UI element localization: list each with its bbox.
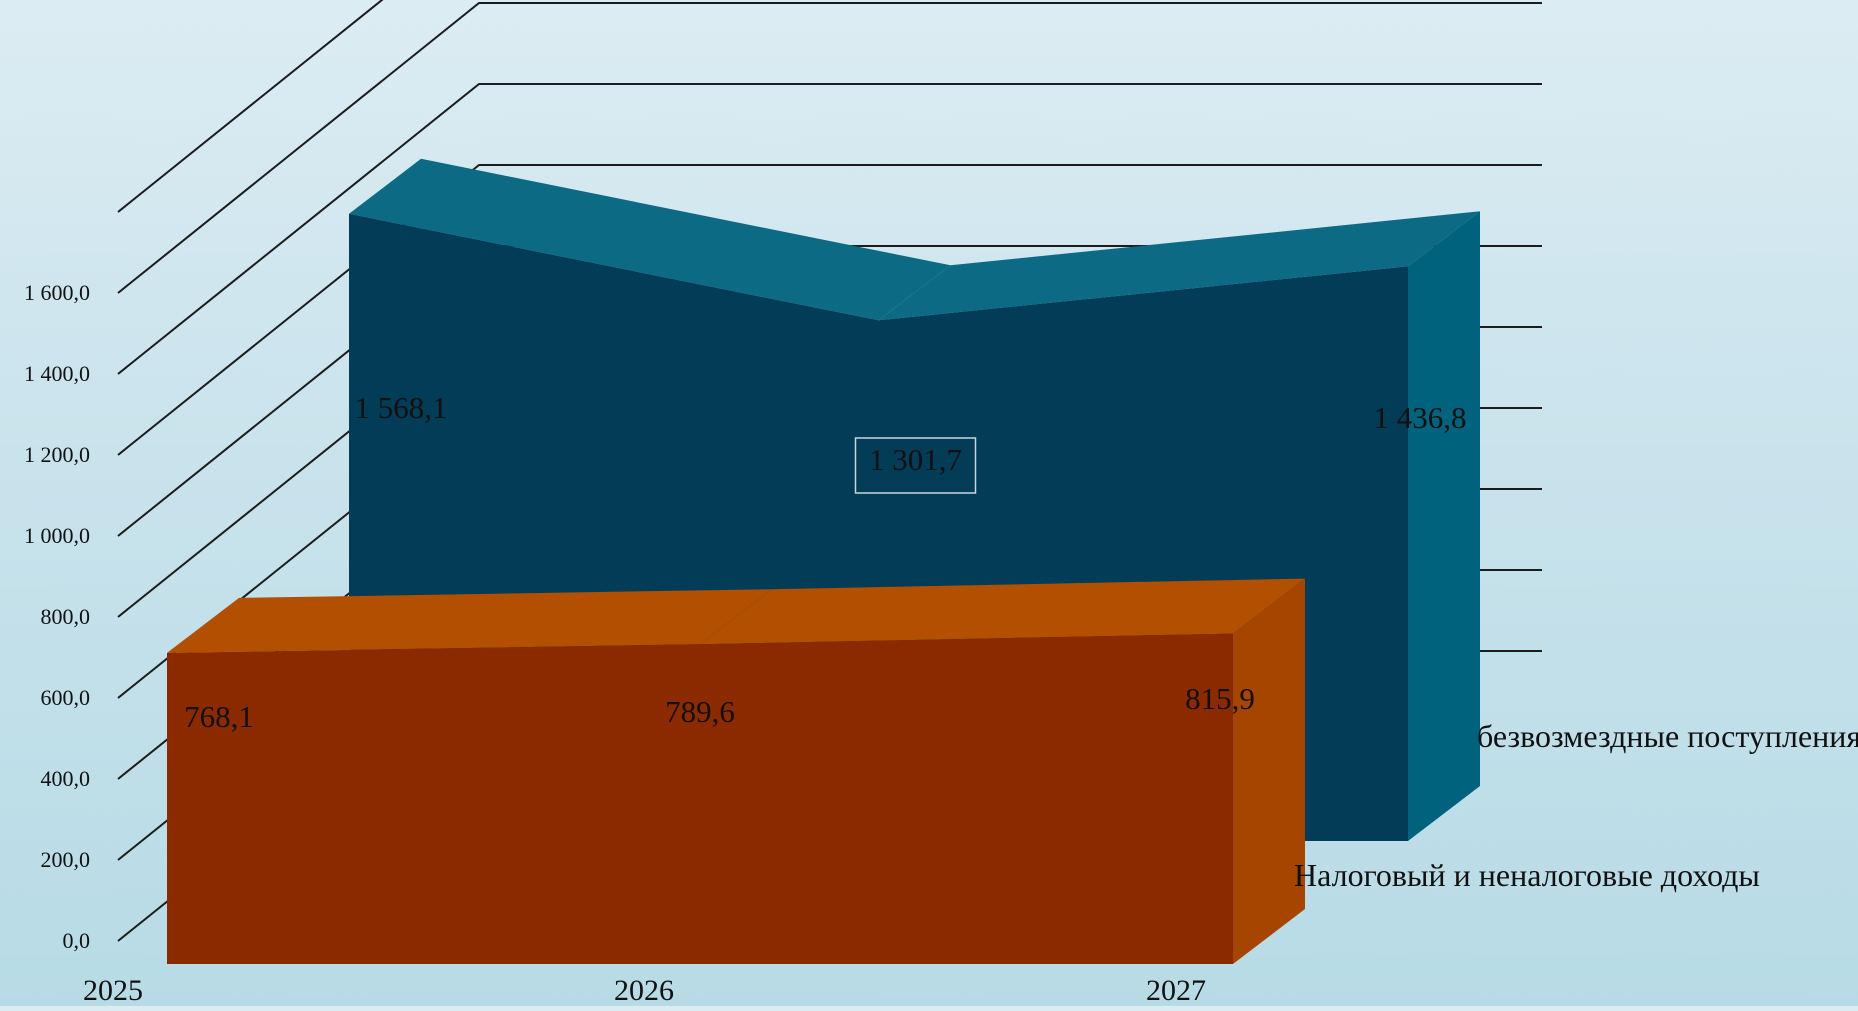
series-name-label: безвозмездные поступления <box>1477 718 1858 754</box>
y-tick-label: 1 600,0 <box>24 280 90 305</box>
area-top-face <box>349 158 951 321</box>
data-label: 789,6 <box>665 694 735 729</box>
x-tick-label: 2026 <box>614 974 674 1006</box>
area-side-face <box>1233 578 1305 964</box>
area-top-face <box>700 578 1305 645</box>
gridline <box>117 0 384 213</box>
y-tick-label: 200,0 <box>41 847 91 872</box>
data-label: 768,1 <box>184 699 254 734</box>
area-front-face <box>167 633 1233 964</box>
series-name-label: Налоговый и неналоговые доходы <box>1294 857 1760 893</box>
data-label: 815,9 <box>1185 681 1255 716</box>
x-tick-label: 2025 <box>83 974 143 1006</box>
area-top-face <box>878 211 1480 321</box>
gridline <box>117 83 1542 375</box>
y-tick-label: 1 200,0 <box>24 442 90 467</box>
y-tick-label: 0,0 <box>63 928 91 953</box>
data-label-box <box>854 437 977 494</box>
y-tick-label: 1 000,0 <box>24 523 90 548</box>
data-label: 1 568,1 <box>355 390 448 425</box>
y-tick-label: 1 400,0 <box>24 361 90 386</box>
data-label: 1 436,8 <box>1374 400 1467 435</box>
y-tick-label: 800,0 <box>41 604 91 629</box>
area-top-face <box>167 589 772 653</box>
area-side-face <box>1408 211 1480 842</box>
y-tick-label: 400,0 <box>41 766 91 791</box>
label-layer: 0,0 200,0 400,0 600,0 800,0 1 000,0 1 200,0 1 4… <box>24 280 1858 1007</box>
gridline <box>117 1 1542 294</box>
y-tick-label: 600,0 <box>41 685 91 710</box>
gridline <box>117 164 1542 456</box>
data-label: 1 301,7 <box>869 442 962 477</box>
series-layer <box>167 158 1480 964</box>
x-tick-label: 2027 <box>1146 974 1206 1006</box>
